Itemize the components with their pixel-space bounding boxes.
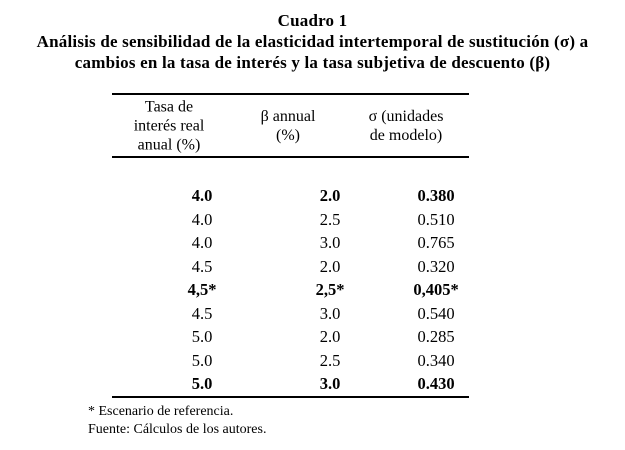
table-row: 4.5 3.0 0.540 xyxy=(112,302,469,326)
cell-beta: 3.0 xyxy=(319,374,341,393)
table-row-reference-scenario: 4,5* 2,5* 0,405* xyxy=(112,278,469,302)
table-header-row: Tasa de interés real anual (%) β annual … xyxy=(112,95,469,158)
cell-interest-rate: 5.0 xyxy=(191,374,213,393)
column-header-beta: β annual (%) xyxy=(261,107,316,145)
table-row: 4.0 2.0 0.380 xyxy=(112,184,469,208)
table-row: 4.5 2.0 0.320 xyxy=(112,255,469,279)
cell-beta: 2.0 xyxy=(319,186,341,205)
table-footnotes: * Escenario de referencia. Fuente: Cálcu… xyxy=(88,403,266,439)
table-subtitle-line-2: cambios en la tasa de interés y la tasa … xyxy=(74,53,551,72)
table-row: 5.0 2.0 0.285 xyxy=(112,325,469,349)
cell-interest-rate: 4.5 xyxy=(191,303,213,323)
table-caption: Cuadro 1 Análisis de sensibilidad de la … xyxy=(0,10,625,73)
cell-sigma: 0.320 xyxy=(417,256,455,276)
cell-beta: 3.0 xyxy=(319,303,341,323)
cell-beta: 2,5* xyxy=(315,280,345,299)
footnote-reference-scenario: * Escenario de referencia. xyxy=(88,404,234,419)
column-header-interest-rate: Tasa de interés real anual (%) xyxy=(134,97,205,154)
cell-sigma: 0.510 xyxy=(417,209,455,229)
column-header-line: (%) xyxy=(276,126,300,144)
cell-sigma: 0,405* xyxy=(413,280,459,299)
cell-beta: 3.0 xyxy=(319,233,341,252)
column-header-line: β annual xyxy=(260,107,316,125)
table-row: 5.0 2.5 0.340 xyxy=(112,349,469,373)
cell-sigma: 0.380 xyxy=(417,186,455,205)
cell-sigma: 0.540 xyxy=(417,303,455,323)
cell-interest-rate: 4.0 xyxy=(191,186,213,205)
cell-beta: 2.5 xyxy=(319,350,341,370)
table-subtitle-line-1: Análisis de sensibilidad de la elasticid… xyxy=(36,32,589,51)
cell-sigma: 0.285 xyxy=(417,327,455,346)
sensitivity-table: Tasa de interés real anual (%) β annual … xyxy=(112,93,469,398)
column-header-line: anual (%) xyxy=(137,136,201,153)
table-body: 4.0 2.0 0.380 4.0 2.5 0.510 4.0 3.0 0.76… xyxy=(112,158,469,396)
column-header-line: Tasa de xyxy=(144,98,194,115)
column-header-line: σ (unidades xyxy=(368,107,444,125)
column-header-sigma: σ (unidades de modelo) xyxy=(369,107,444,145)
cell-sigma: 0.765 xyxy=(417,233,455,252)
cell-interest-rate: 4.5 xyxy=(191,256,213,276)
cell-beta: 2.5 xyxy=(319,209,341,229)
cell-sigma: 0.340 xyxy=(417,350,455,370)
table-row: 4.0 2.5 0.510 xyxy=(112,208,469,232)
table-row: 5.0 3.0 0.430 xyxy=(112,372,469,396)
table-title: Cuadro 1 xyxy=(277,11,348,30)
cell-interest-rate: 5.0 xyxy=(191,327,213,346)
column-header-line: interés real xyxy=(133,117,205,134)
cell-interest-rate: 4.0 xyxy=(191,233,213,252)
cell-beta: 2.0 xyxy=(319,327,341,346)
cell-sigma: 0.430 xyxy=(417,374,455,393)
cell-interest-rate: 4.0 xyxy=(191,209,213,229)
footnote-source: Fuente: Cálculos de los autores. xyxy=(88,422,267,437)
column-header-line: de modelo) xyxy=(369,126,443,144)
cell-interest-rate: 4,5* xyxy=(187,280,217,299)
cell-beta: 2.0 xyxy=(319,256,341,276)
cell-interest-rate: 5.0 xyxy=(191,350,213,370)
table-row: 4.0 3.0 0.765 xyxy=(112,231,469,255)
